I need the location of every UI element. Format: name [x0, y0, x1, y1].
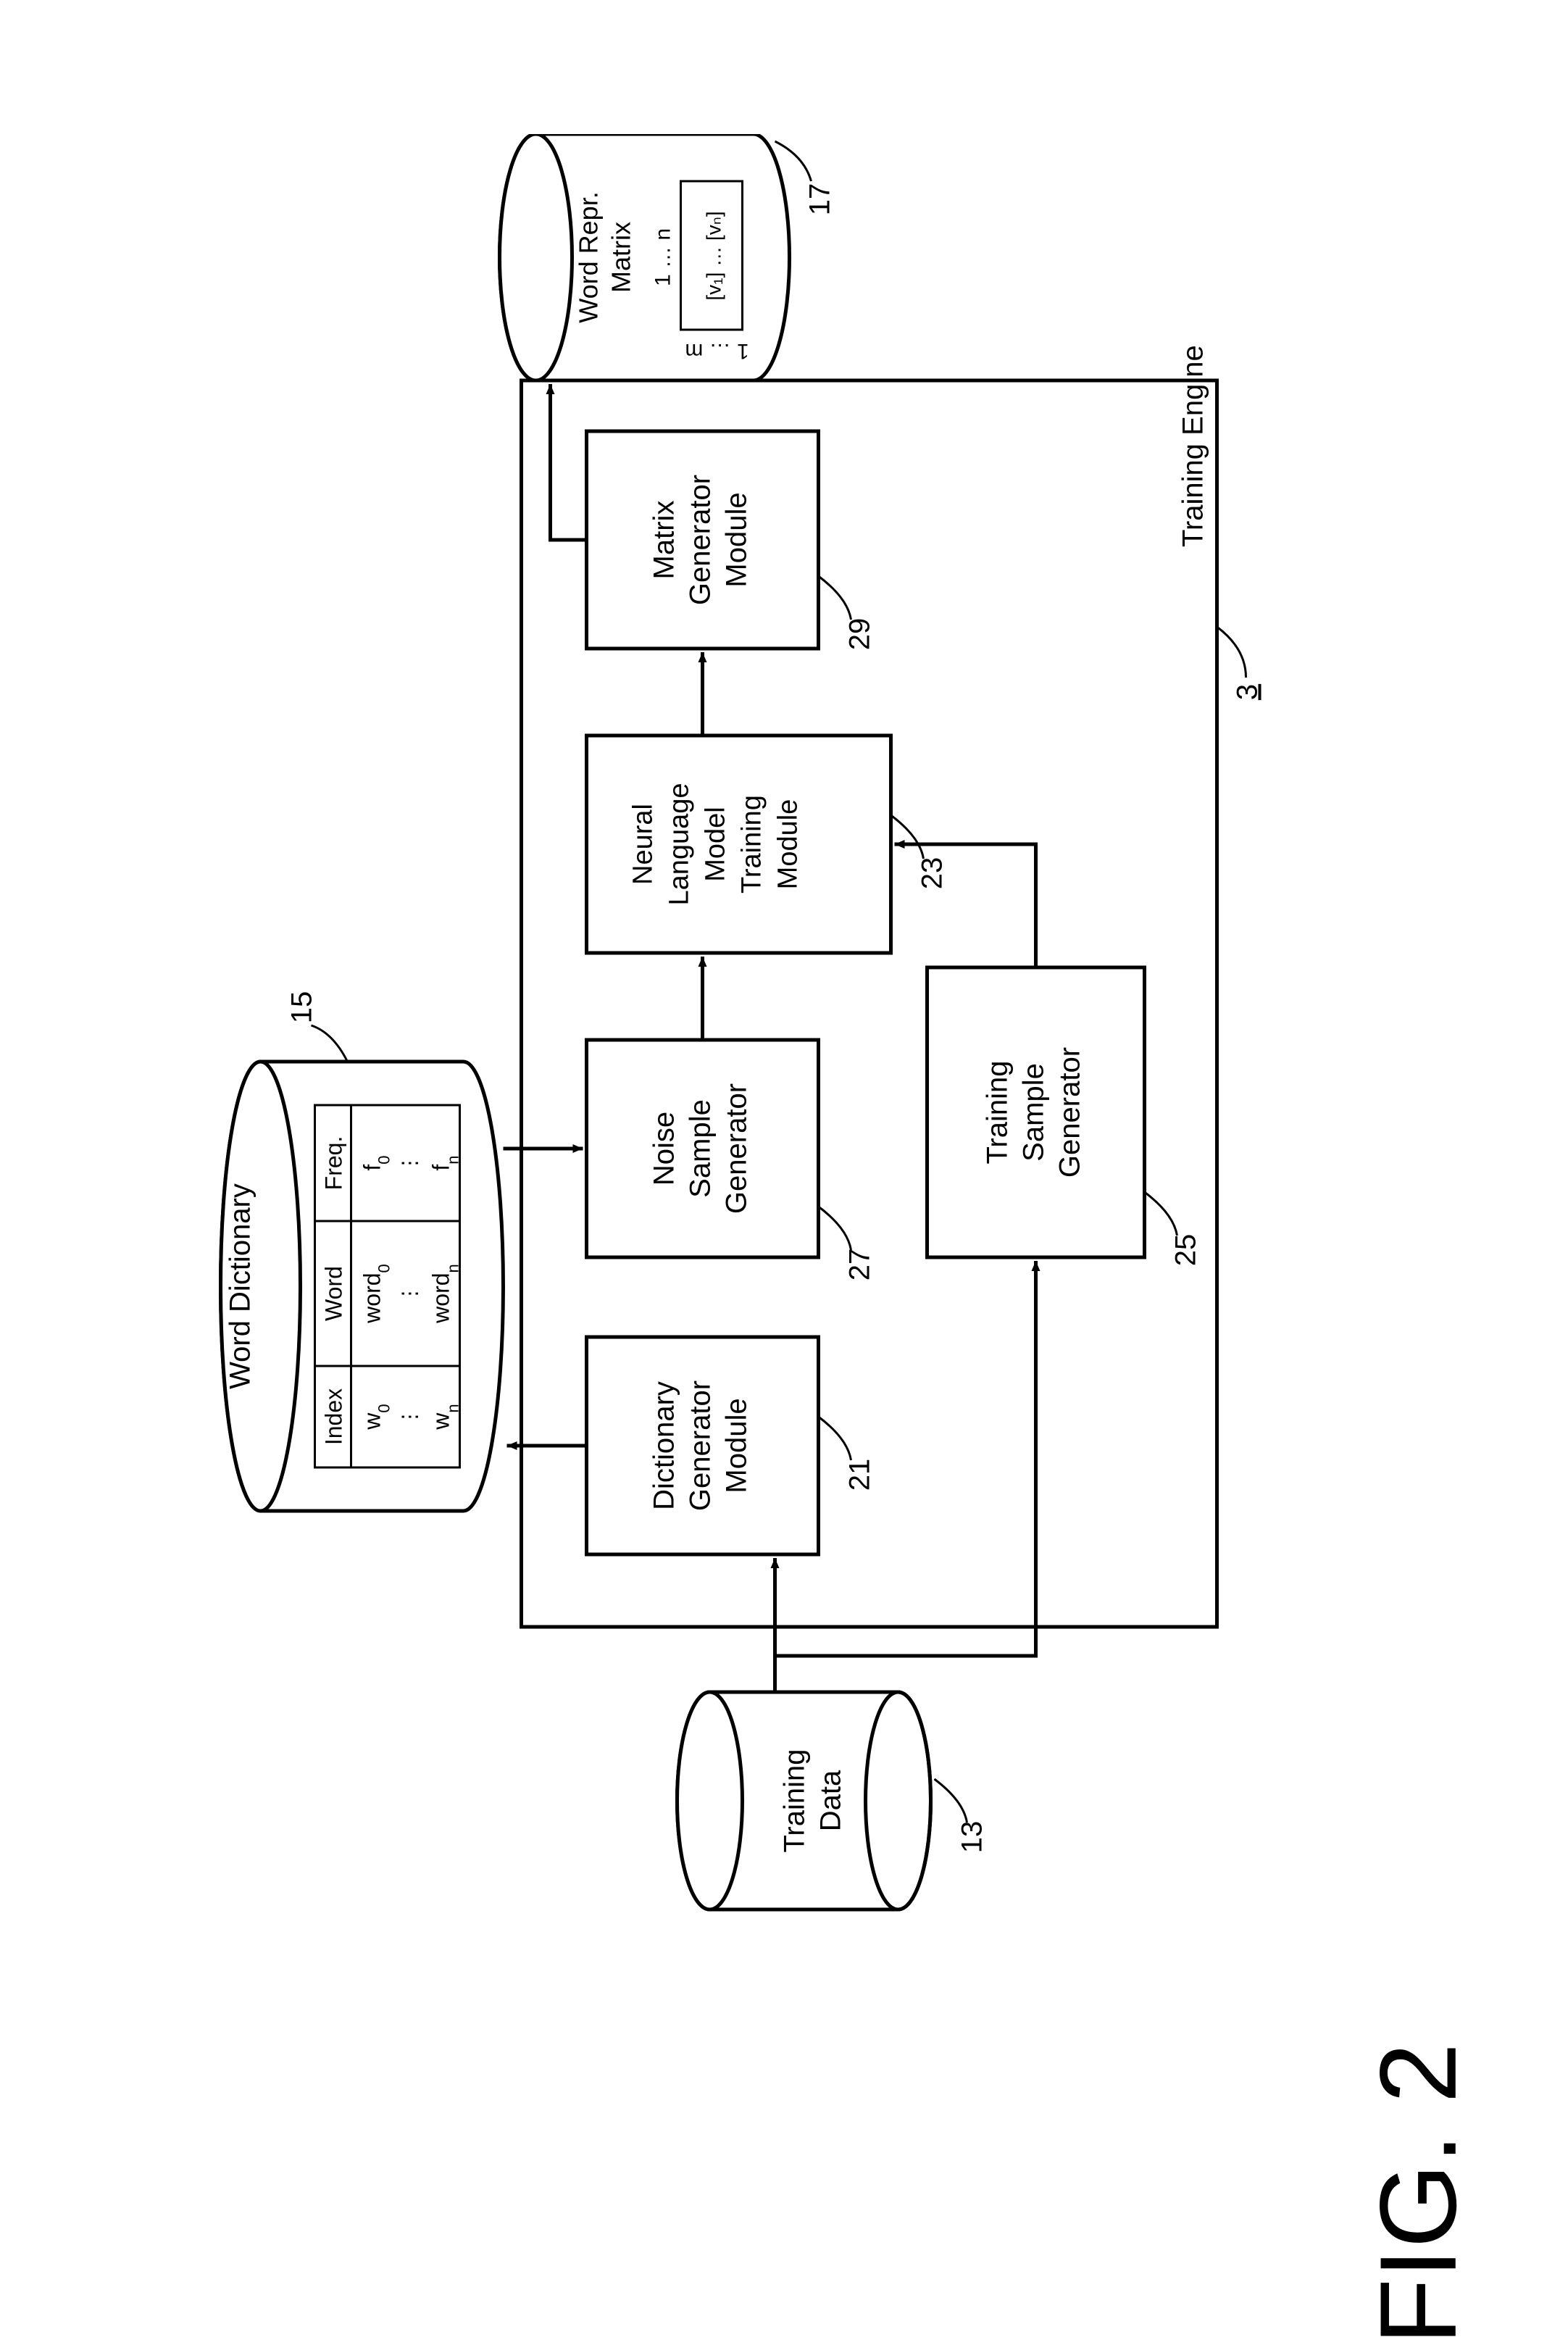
wrm-label-2: Matrix — [606, 222, 636, 293]
training-engine-label: Training Engine — [1177, 345, 1209, 547]
nlm-l2: Language — [664, 783, 695, 905]
matrix-rows: 1 … m — [685, 339, 748, 363]
wd-ref-curve — [312, 1025, 348, 1062]
diagram-container: Training Engine 3 Training Data 13 Word … — [203, 134, 1366, 2018]
nlm-l1: Neural — [628, 804, 659, 885]
page: Training Engine 3 Training Data 13 Word … — [0, 0, 1568, 2152]
wrm-label-1: Word Repr. — [574, 191, 604, 322]
training-data-label-2: Data — [815, 1770, 847, 1831]
nlm-ref: 23 — [917, 857, 948, 889]
dict-h1: Index — [321, 1388, 347, 1444]
dict-gen-ref: 21 — [844, 1458, 876, 1491]
train-gen-l3: Generator — [1054, 1046, 1086, 1177]
nlm-l4: Training — [737, 795, 767, 894]
noise-gen-ref: 27 — [844, 1248, 876, 1280]
dict-e2: ⋮ — [399, 1153, 421, 1173]
training-data-ref: 13 — [956, 1820, 988, 1853]
nlm-l3: Model — [701, 807, 731, 882]
word-dict-label: Word Dictionary — [225, 1183, 257, 1389]
dict-gen-l2: Generator — [685, 1380, 717, 1510]
td-ref-curve — [935, 1779, 967, 1823]
dict-h2: Word — [321, 1266, 347, 1321]
dg-ref-curve — [819, 1417, 851, 1460]
matrix-gen-ref: 29 — [844, 617, 876, 650]
train-gen-l2: Sample — [1018, 1063, 1050, 1162]
arrow-mg-wrm — [551, 384, 587, 540]
train-gen-l1: Training — [982, 1060, 1014, 1164]
noise-gen-l1: Noise — [649, 1111, 680, 1185]
noise-gen-l2: Sample — [685, 1099, 717, 1198]
engine-ref-curve — [1217, 627, 1246, 678]
mg-ref-curve — [819, 576, 851, 620]
nlm-l5: Module — [773, 799, 804, 889]
mg-l3: Module — [721, 492, 753, 587]
dict-gen-l1: Dictionary — [649, 1381, 680, 1510]
tg-ref-curve — [1145, 1192, 1177, 1236]
training-engine-ref: 3 — [1232, 683, 1264, 699]
matrix-cols: 1 … n — [651, 228, 675, 286]
mg-l1: Matrix — [649, 500, 680, 579]
nlm-ref-curve — [891, 815, 924, 859]
noise-gen-l3: Generator — [721, 1083, 753, 1213]
diagram-svg: Training Engine 3 Training Data 13 Word … — [203, 134, 1362, 2018]
word-dict-ref: 15 — [286, 991, 318, 1023]
training-data-label-1: Training — [779, 1749, 811, 1852]
figure-label: FIG. 2 — [1356, 2043, 1481, 2345]
matrix-cells: [v₁] … [vₙ] — [703, 211, 725, 300]
dict-gen-l3: Module — [721, 1398, 753, 1493]
training-data-cylinder: Training Data — [677, 1692, 931, 1909]
mg-l2: Generator — [685, 474, 717, 604]
ng-ref-curve — [819, 1207, 851, 1250]
wrm-ref: 17 — [804, 183, 836, 215]
train-gen-ref: 25 — [1170, 1233, 1202, 1266]
dict-e1: ⋮ — [399, 1283, 421, 1304]
dict-h3: Freq. — [321, 1136, 347, 1190]
dictionary-table: Index Word Freq. w0 word0 f0 ⋮ ⋮ ⋮ wn wo… — [315, 1105, 462, 1467]
dict-e0: ⋮ — [399, 1407, 421, 1427]
